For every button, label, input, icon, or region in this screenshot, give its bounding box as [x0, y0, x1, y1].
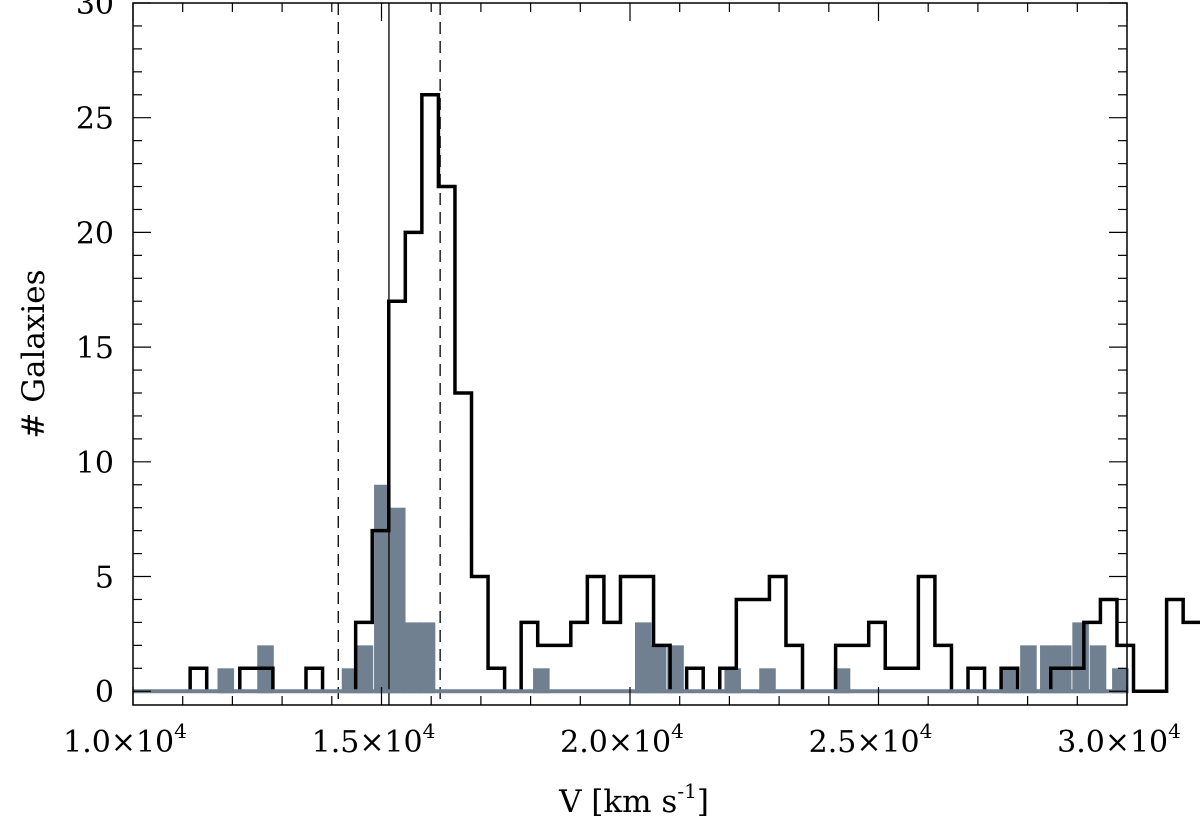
x-tick-exponent: 4 — [1168, 719, 1181, 743]
gray-bar — [217, 668, 235, 694]
x-tick-exponent: 4 — [920, 719, 933, 743]
x-tick-label: 1.0×104 — [63, 719, 187, 760]
y-tick-label: 10 — [76, 446, 114, 481]
x-tick-mantissa: 2.5×10 — [809, 725, 920, 760]
y-tick-label: 25 — [76, 102, 114, 137]
gray-bar — [388, 507, 406, 694]
gray-bar — [1072, 622, 1089, 694]
gray-bar — [374, 484, 391, 694]
gray-bar — [418, 622, 436, 694]
y-tick-label: 5 — [95, 561, 114, 596]
gray-bar — [833, 668, 851, 694]
x-tick-exponent: 4 — [671, 719, 684, 743]
x-tick-label: 1.5×104 — [312, 719, 436, 760]
gray-bar — [403, 622, 421, 694]
x-tick-exponent: 4 — [174, 719, 187, 743]
x-tick-label: 2.0×104 — [560, 719, 684, 760]
x-axis-label-main: V [km s — [558, 784, 677, 820]
gray-bar — [1112, 668, 1129, 694]
x-tick-mantissa: 3.0×10 — [1057, 725, 1168, 760]
y-tick-label: 30 — [76, 0, 114, 22]
y-tick-label: 15 — [76, 331, 114, 366]
black-histogram-outline — [133, 93, 1200, 693]
gray-bar — [649, 645, 667, 694]
gray-bar — [634, 622, 652, 694]
gray-bar — [533, 668, 550, 694]
plot-area — [133, 3, 1200, 705]
gray-bar — [724, 668, 741, 694]
x-tick-mantissa: 1.5×10 — [312, 725, 423, 760]
gray-histogram-bars — [217, 484, 1129, 694]
y-tick-label: 0 — [95, 675, 114, 710]
x-tick-mantissa: 1.0×10 — [63, 725, 174, 760]
x-tick-label: 2.5×104 — [809, 719, 933, 760]
y-tick-label: 20 — [76, 216, 114, 251]
gray-bar — [1020, 645, 1037, 694]
x-tick-labels: 1.0×104 1.5×104 2.0×104 2.5×104 3.0×104 — [63, 719, 1181, 760]
y-tick-labels: 0 5 10 15 20 25 30 — [76, 0, 114, 710]
x-tick-exponent: 4 — [423, 719, 436, 743]
y-axis-label: # Galaxies — [16, 269, 52, 438]
x-axis-label: V [km s-1] — [558, 779, 709, 820]
gray-bar — [1002, 668, 1020, 694]
gray-bar — [356, 645, 374, 694]
x-axis-label-sup: -1 — [677, 779, 696, 803]
axis-ticks — [132, 2, 1128, 705]
x-tick-label: 3.0×104 — [1057, 719, 1181, 760]
axes-frame — [132, 2, 1128, 706]
x-axis-label-close: ] — [697, 784, 709, 820]
gray-bar — [1089, 645, 1107, 694]
gray-bar — [759, 668, 776, 694]
x-tick-mantissa: 2.0×10 — [560, 725, 671, 760]
